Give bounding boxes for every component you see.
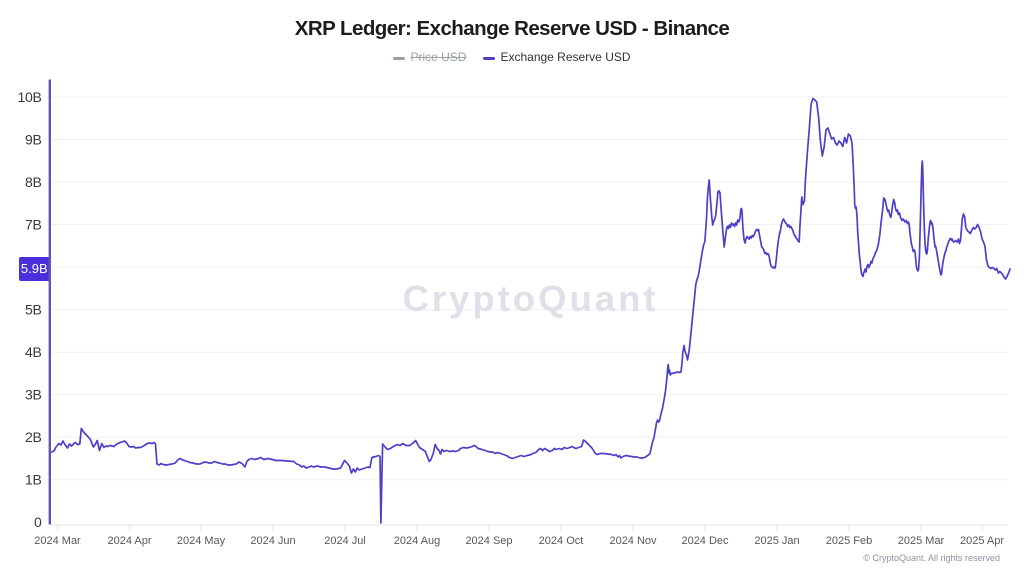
svg-text:0: 0 — [34, 514, 42, 530]
svg-text:2024 Nov: 2024 Nov — [609, 535, 657, 547]
svg-text:2024 Aug: 2024 Aug — [394, 535, 441, 547]
svg-text:2B: 2B — [25, 429, 42, 445]
svg-text:9B: 9B — [25, 132, 42, 148]
svg-text:2024 Oct: 2024 Oct — [539, 535, 584, 547]
svg-text:7B: 7B — [25, 217, 42, 233]
svg-text:8B: 8B — [25, 174, 42, 190]
svg-text:2025 Apr: 2025 Apr — [960, 535, 1004, 547]
svg-text:1B: 1B — [25, 472, 42, 488]
svg-text:2024 Jun: 2024 Jun — [250, 535, 295, 547]
svg-text:2024 May: 2024 May — [177, 535, 226, 547]
svg-text:2024 Jul: 2024 Jul — [324, 535, 366, 547]
svg-text:5B: 5B — [25, 302, 42, 318]
svg-text:10B: 10B — [17, 89, 41, 105]
svg-text:2024 Mar: 2024 Mar — [34, 535, 81, 547]
svg-text:2025 Jan: 2025 Jan — [754, 535, 799, 547]
svg-text:3B: 3B — [25, 387, 42, 403]
svg-text:2024 Dec: 2024 Dec — [681, 535, 729, 547]
svg-text:2024 Sep: 2024 Sep — [465, 535, 512, 547]
svg-text:2025 Feb: 2025 Feb — [826, 535, 872, 547]
svg-text:4B: 4B — [25, 344, 42, 360]
svg-text:2024 Apr: 2024 Apr — [107, 535, 151, 547]
svg-text:2025 Mar: 2025 Mar — [898, 535, 945, 547]
